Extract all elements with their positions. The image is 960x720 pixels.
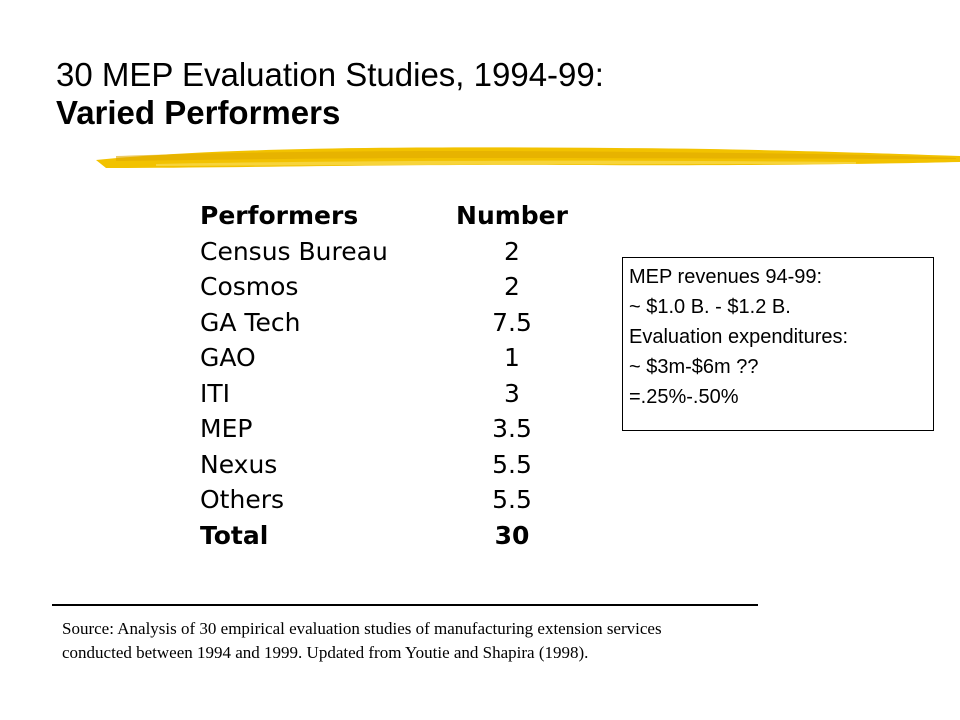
performer-cell: Census Bureau: [200, 236, 388, 266]
table-row: GAO 1: [200, 340, 580, 376]
performers-table: Performers Number Census Bureau 2 Cosmos…: [200, 198, 580, 553]
source-note: Source: Analysis of 30 empirical evaluat…: [62, 617, 662, 665]
table-row: Others 5.5: [200, 482, 580, 518]
performer-cell: MEP: [200, 414, 253, 444]
number-cell: 3: [504, 378, 520, 408]
number-cell: 3.5: [492, 414, 532, 444]
table-total-row: Total 30: [200, 518, 580, 554]
table-row: Nexus 5.5: [200, 447, 580, 483]
total-label: Total: [200, 520, 269, 550]
number-cell: 1: [504, 343, 520, 373]
callout-line: MEP revenues 94-99:: [629, 266, 823, 288]
callout-line: ~ $3m-$6m ??: [629, 356, 759, 378]
number-cell: 5.5: [492, 485, 532, 515]
revenue-callout-box: MEP revenues 94-99: ~ $1.0 B. - $1.2 B. …: [622, 257, 934, 431]
number-cell: 7.5: [492, 307, 532, 337]
table-row: ITI 3: [200, 376, 580, 412]
number-cell: 2: [504, 236, 520, 266]
source-line: Source: Analysis of 30 empirical evaluat…: [62, 619, 662, 638]
number-cell: 5.5: [492, 449, 532, 479]
table-row: Census Bureau 2: [200, 234, 580, 270]
performer-cell: GA Tech: [200, 307, 301, 337]
callout-line: Evaluation expenditures:: [629, 326, 849, 348]
table-header-row: Performers Number: [200, 198, 580, 234]
performer-cell: Others: [200, 485, 285, 515]
column-header-performers: Performers: [200, 201, 359, 231]
table-row: Cosmos 2: [200, 269, 580, 305]
column-header-number: Number: [456, 201, 568, 231]
performer-cell: Nexus: [200, 449, 278, 479]
title-line-2: Varied Performers: [56, 94, 341, 131]
performer-cell: Cosmos: [200, 272, 299, 302]
number-cell: 2: [504, 272, 520, 302]
callout-line: ~ $1.0 B. - $1.2 B.: [629, 296, 791, 318]
callout-line: =.25%-.50%: [629, 386, 739, 408]
brush-stroke-divider: [96, 147, 960, 168]
slide-title: 30 MEP Evaluation Studies, 1994-99: Vari…: [56, 56, 604, 132]
performer-cell: GAO: [200, 343, 256, 373]
title-line-1: 30 MEP Evaluation Studies, 1994-99:: [56, 56, 604, 93]
source-divider: [52, 604, 758, 606]
total-value: 30: [494, 520, 530, 550]
table-row: MEP 3.5: [200, 411, 580, 447]
table-row: GA Tech 7.5: [200, 305, 580, 341]
source-line: conducted between 1994 and 1999. Updated…: [62, 643, 589, 662]
performer-cell: ITI: [200, 378, 231, 408]
